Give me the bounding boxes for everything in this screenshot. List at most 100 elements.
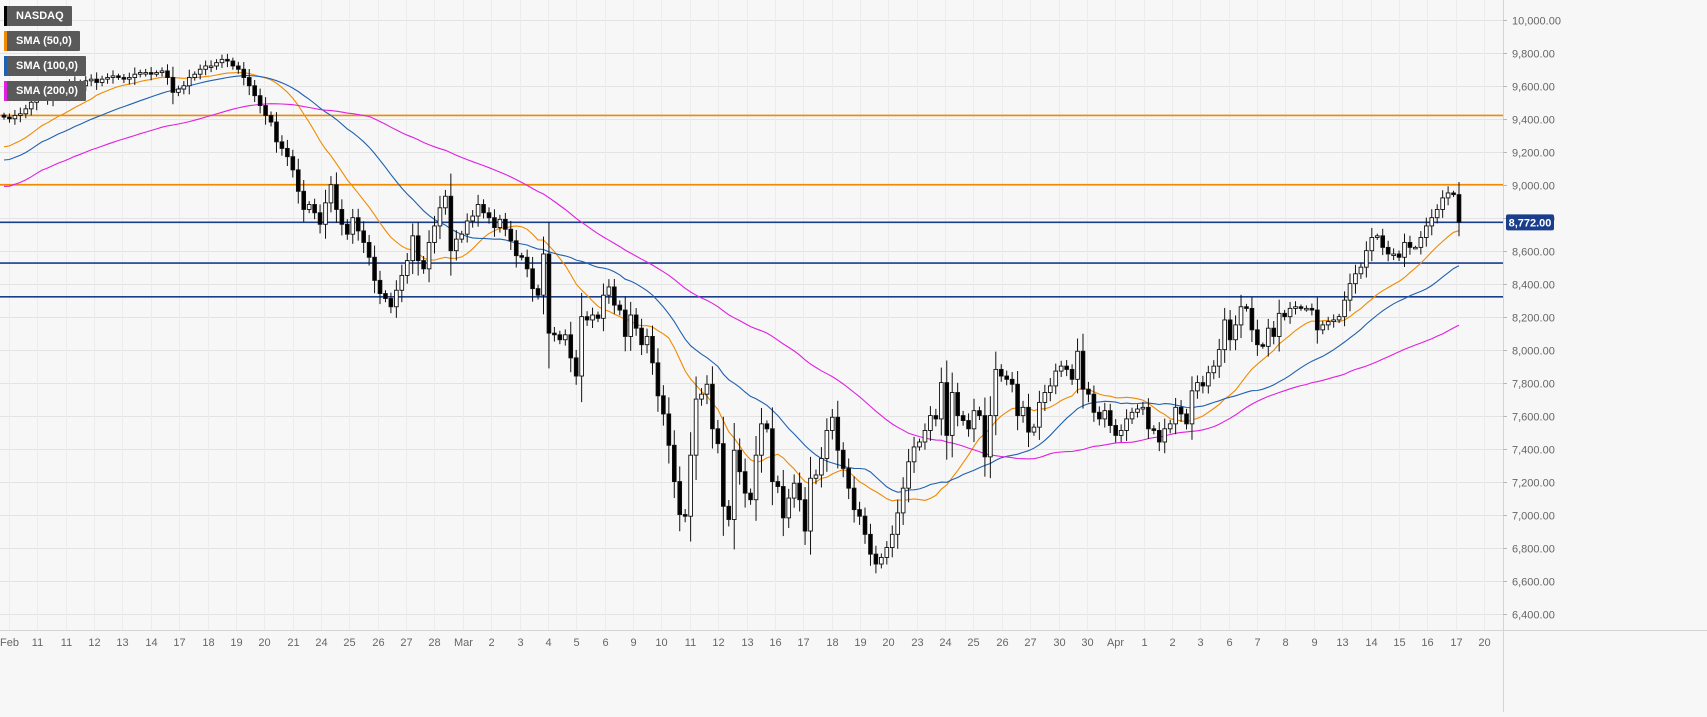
candle [1184, 408, 1189, 430]
candle [1320, 320, 1326, 335]
candle [868, 523, 873, 566]
candle [1233, 315, 1238, 351]
candle [1304, 305, 1309, 312]
x-tick-label: 17 [1450, 637, 1462, 649]
candle [366, 234, 372, 266]
candle [345, 219, 350, 240]
x-tick-label: 30 [1053, 637, 1065, 649]
candle [317, 204, 323, 234]
y-tick-label: 8,400.00 [1512, 280, 1555, 292]
candle [1222, 307, 1227, 363]
candle [285, 139, 290, 167]
candle [650, 325, 655, 375]
x-tick-label: 28 [428, 637, 440, 649]
candle [1227, 310, 1233, 351]
x-tick-label: 7 [1254, 637, 1260, 649]
candle [1298, 304, 1304, 311]
candle [1336, 313, 1342, 324]
candle [290, 149, 296, 178]
candle [1058, 360, 1064, 377]
candle [132, 67, 138, 85]
candle [1244, 303, 1249, 312]
candle [737, 438, 742, 485]
candle [726, 500, 732, 527]
candle [911, 436, 917, 473]
candle [23, 104, 29, 119]
candle [1211, 360, 1217, 380]
candle [1418, 231, 1424, 255]
candle [759, 407, 764, 473]
candle [377, 270, 383, 305]
candle [1015, 370, 1020, 431]
legend-nasdaq[interactable]: NASDAQ [4, 6, 72, 26]
candle [236, 61, 241, 74]
candle [802, 487, 808, 545]
candle [639, 318, 644, 356]
legend-sma-200[interactable]: SMA (200,0) [4, 81, 86, 101]
x-tick-label: 24 [939, 637, 951, 649]
y-tick-label: 9,000.00 [1512, 181, 1555, 193]
candle [824, 418, 830, 472]
candle [110, 70, 116, 84]
candle [105, 73, 110, 84]
candle [1282, 309, 1287, 321]
candle [1402, 233, 1407, 267]
x-tick-label: 13 [116, 637, 128, 649]
candle [148, 67, 154, 81]
candle [486, 207, 492, 224]
x-tick-label: 15 [1393, 637, 1405, 649]
candle [1309, 303, 1315, 316]
candle [1047, 378, 1053, 402]
y-tick-label: 7,600.00 [1512, 412, 1555, 424]
candle [508, 220, 514, 250]
y-tick-label: 7,200.00 [1512, 478, 1555, 490]
candle [573, 349, 579, 385]
x-tick-label: 11 [685, 637, 696, 649]
candle [170, 66, 176, 105]
candle [601, 283, 606, 332]
candle [584, 311, 590, 326]
candle [339, 199, 345, 236]
candle [928, 406, 933, 441]
candle [562, 329, 568, 346]
y-tick-label: 9,200.00 [1512, 148, 1555, 160]
candle [677, 466, 683, 532]
candle [622, 296, 628, 352]
x-tick-label: Feb [0, 637, 19, 649]
legend-sma-100[interactable]: SMA (100,0) [4, 56, 86, 76]
candle [1238, 294, 1244, 339]
candle [1380, 228, 1386, 256]
candle [1434, 204, 1440, 224]
candle [671, 430, 677, 499]
candle [492, 209, 497, 237]
legend-sma-50[interactable]: SMA (50,0) [4, 31, 80, 51]
x-tick-label: 26 [372, 637, 384, 649]
candle [1173, 397, 1178, 435]
candle [1113, 419, 1118, 443]
candle [628, 301, 633, 351]
current-price-tag [1506, 214, 1554, 231]
candle [197, 64, 203, 80]
y-tick-label: 8,600.00 [1512, 247, 1555, 259]
y-tick-label: 9,600.00 [1512, 82, 1555, 94]
candle [1053, 363, 1059, 395]
candle [1456, 181, 1462, 237]
candle [889, 525, 895, 558]
candle [1064, 360, 1069, 377]
candle [742, 458, 748, 508]
candle [279, 135, 285, 156]
candle [1342, 291, 1347, 327]
x-tick-label: 25 [343, 637, 355, 649]
candle [895, 499, 901, 549]
x-tick-label: 20 [258, 637, 270, 649]
candle [350, 208, 356, 244]
candle [998, 364, 1004, 382]
candle [383, 290, 388, 303]
candle [1, 112, 7, 120]
candle [1265, 318, 1271, 357]
x-tick-label: 14 [145, 637, 157, 649]
legend-swatch [4, 56, 7, 76]
candle [263, 97, 268, 125]
candle [328, 176, 334, 213]
